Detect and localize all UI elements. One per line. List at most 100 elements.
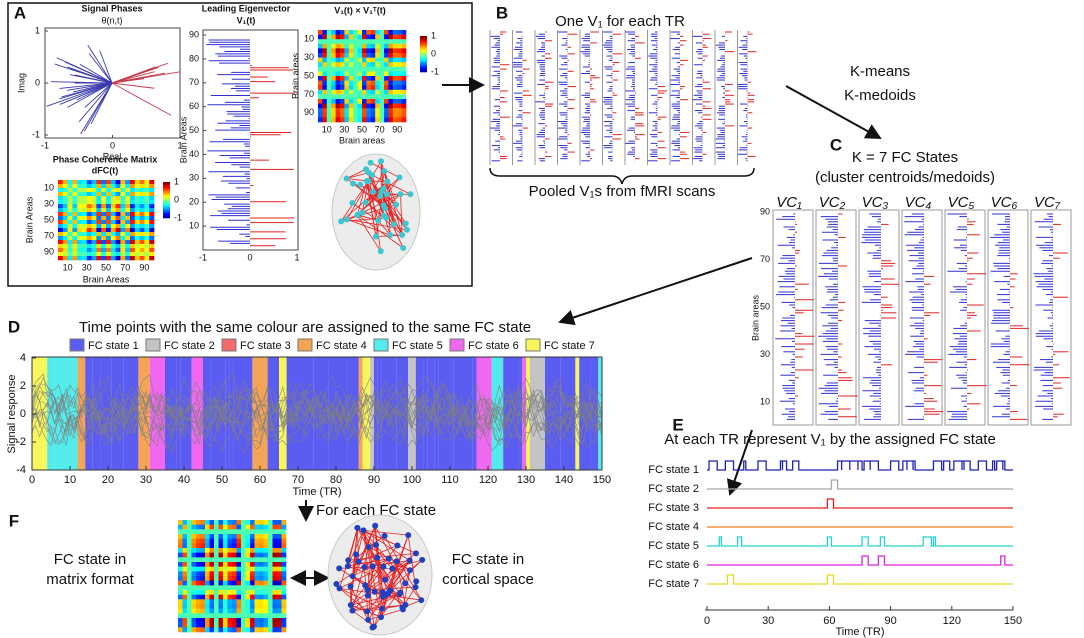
matrix-cell bbox=[178, 557, 183, 563]
matrix-cell bbox=[318, 57, 323, 63]
matrix-cell bbox=[223, 562, 228, 567]
matrix-cell bbox=[91, 220, 97, 225]
matrix-cell bbox=[182, 580, 188, 586]
matrix-cell bbox=[200, 566, 206, 572]
matrix-cell bbox=[401, 94, 407, 100]
matrix-cell bbox=[326, 43, 332, 49]
matrix-cell bbox=[268, 590, 273, 595]
node bbox=[394, 542, 401, 549]
state-stripe bbox=[176, 357, 181, 470]
x-tick-label: 150 bbox=[593, 474, 611, 486]
matrix-cell bbox=[106, 208, 112, 213]
matrix-cell bbox=[218, 608, 224, 614]
matrix-cell bbox=[344, 43, 350, 49]
matrix-cell bbox=[331, 48, 336, 54]
colorbar bbox=[420, 48, 427, 51]
matrix-cell bbox=[110, 204, 116, 209]
matrix-cell bbox=[218, 627, 224, 633]
axes bbox=[772, 209, 814, 426]
label: Time (TR) bbox=[292, 486, 341, 498]
matrix-cell bbox=[149, 232, 155, 237]
matrix-cell bbox=[322, 117, 328, 123]
matrix-cell bbox=[200, 548, 206, 553]
colorbar bbox=[163, 191, 170, 194]
node bbox=[333, 581, 340, 588]
colorbar bbox=[163, 201, 170, 204]
matrix-cell bbox=[232, 576, 237, 581]
brace bbox=[489, 167, 755, 185]
matrix-cell bbox=[72, 224, 78, 229]
matrix-cell bbox=[200, 524, 206, 530]
matrix-cell bbox=[232, 604, 237, 609]
matrix-cell bbox=[241, 608, 246, 614]
matrix-cell bbox=[375, 112, 380, 118]
matrix-cell bbox=[348, 89, 354, 95]
matrix-cell bbox=[200, 557, 206, 563]
matrix-cell bbox=[384, 112, 389, 118]
connection bbox=[390, 559, 423, 591]
matrix-cell bbox=[125, 248, 131, 253]
matrix-cell bbox=[191, 590, 197, 595]
matrix-cell bbox=[227, 524, 233, 530]
matrix-cell bbox=[340, 43, 345, 49]
matrix-cell bbox=[62, 180, 68, 185]
matrix-cell bbox=[115, 192, 121, 197]
matrix-cell bbox=[241, 520, 246, 525]
matrix-cell bbox=[236, 543, 242, 549]
matrix-cell bbox=[375, 34, 380, 40]
axes bbox=[1030, 209, 1072, 426]
matrix-cell bbox=[348, 103, 354, 109]
connection bbox=[352, 593, 400, 611]
x-tick-label: 60 bbox=[254, 474, 266, 486]
x-tick-label: 30 bbox=[82, 262, 92, 272]
phase bbox=[67, 66, 113, 84]
matrix-cell bbox=[209, 576, 215, 581]
matrix-cell bbox=[375, 103, 380, 109]
matrix-cell bbox=[331, 99, 336, 104]
state-stripe bbox=[434, 357, 439, 470]
matrix-cell bbox=[335, 80, 341, 86]
label: 0 bbox=[431, 48, 436, 58]
connection bbox=[356, 214, 382, 252]
matrix-cell bbox=[62, 216, 68, 221]
matrix-cell bbox=[125, 252, 131, 257]
matrix-cell bbox=[277, 594, 282, 600]
matrix-cell bbox=[191, 520, 197, 525]
matrix-cell bbox=[263, 585, 269, 591]
matrix-cell bbox=[196, 576, 201, 581]
node bbox=[349, 607, 356, 614]
matrix-cell bbox=[77, 204, 83, 209]
matrix-cell bbox=[392, 76, 398, 81]
matrix-cell bbox=[125, 224, 131, 229]
matrix-cell bbox=[388, 89, 394, 95]
y-tick-label: 80 bbox=[189, 53, 199, 63]
matrix-cell bbox=[340, 71, 345, 77]
matrix-cell bbox=[191, 594, 197, 600]
matrix-cell bbox=[331, 39, 336, 45]
matrix-cell bbox=[125, 220, 131, 225]
matrix-cell bbox=[130, 256, 136, 261]
matrix-cell bbox=[218, 590, 224, 595]
matrix-cell bbox=[214, 534, 219, 539]
node bbox=[383, 214, 390, 221]
matrix-cell bbox=[401, 39, 407, 45]
state-trace bbox=[707, 574, 1013, 585]
matrix-cell bbox=[362, 117, 367, 123]
matrix-cell bbox=[196, 618, 201, 623]
matrix-cell bbox=[125, 188, 131, 193]
matrix-cell bbox=[209, 571, 215, 577]
matrix-cell bbox=[236, 524, 242, 530]
matrix-cell bbox=[335, 85, 341, 91]
colorbar bbox=[420, 64, 427, 67]
matrix-cell bbox=[281, 622, 287, 628]
colorbar bbox=[163, 210, 170, 213]
node bbox=[349, 199, 356, 206]
label: VC₇ bbox=[1034, 194, 1061, 211]
matrix-cell bbox=[200, 520, 206, 525]
matrix-cell bbox=[182, 538, 188, 544]
matrix-cell bbox=[272, 580, 278, 586]
matrix-cell bbox=[277, 604, 282, 609]
matrix-cell bbox=[348, 85, 354, 91]
state-stripe bbox=[191, 357, 203, 470]
matrix-cell bbox=[236, 566, 242, 572]
